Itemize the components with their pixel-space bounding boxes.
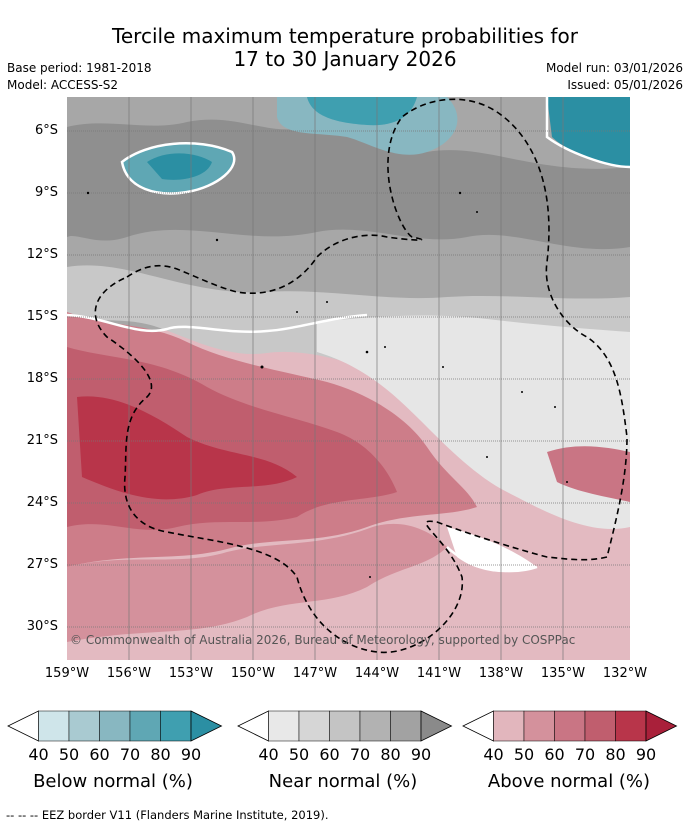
colorbar-segment [390, 710, 422, 742]
map-title-line2: 17 to 30 January 2026 [233, 47, 457, 71]
below-normal-patch-west-core [147, 153, 212, 180]
colorbar-segment [68, 710, 100, 742]
colorbar-tick-label: 90 [410, 745, 432, 764]
lon-label: 141°W [416, 666, 462, 681]
map-title-line1: Tercile maximum temperature probabilitie… [112, 24, 578, 48]
lat-label: 12°S [26, 247, 58, 262]
colorbar-segment [359, 710, 391, 742]
tercile-boundary-line [446, 546, 538, 573]
eez-border [94, 98, 628, 654]
colorbar-tick-label: 70 [574, 745, 596, 764]
lat-label: 18°S [26, 371, 58, 386]
above-normal-colorbar [462, 710, 678, 742]
tercile-boundary-line [120, 142, 236, 195]
issued-date: Issued: 05/01/2026 [567, 78, 683, 92]
colorbar-tick-label: 80 [605, 745, 626, 764]
near-normal-legend-title: Near normal (%) [268, 771, 418, 792]
lat-label: 6°S [34, 123, 58, 138]
lat-label: 9°S [34, 185, 58, 200]
near-normal-colorbar [237, 710, 453, 742]
eez-border-footnote: -- -- -- EEZ border V11 (Flanders Marine… [6, 808, 329, 822]
colorbars [7, 710, 678, 742]
colorbar-segment [615, 710, 647, 742]
colorbar-tick-label: 60 [89, 745, 110, 764]
lon-label: 147°W [292, 666, 338, 681]
colorbar-tick-label: 50 [513, 745, 535, 764]
colorbar-extend-high [645, 710, 678, 742]
tercile-boundary-line [67, 313, 368, 333]
colorbar-tick-label: 80 [150, 745, 171, 764]
model-run: Model run: 03/01/2026 [545, 61, 683, 75]
lon-label: 135°W [540, 666, 586, 681]
lon-label: 150°W [230, 666, 276, 681]
near-normal-lightest [317, 315, 630, 529]
colorbar-segment [268, 710, 300, 742]
colorbar-tick-label: 80 [380, 745, 401, 764]
below-normal-legend-title: Below normal (%) [33, 771, 193, 792]
colorbar-segment [584, 710, 616, 742]
copyright-text: © Commonwealth of Australia 2026, Bureau… [70, 633, 576, 647]
lat-label: 15°S [26, 309, 58, 324]
colorbar-tick-label: 60 [319, 745, 340, 764]
colorbar-tick-label: 90 [180, 745, 202, 764]
lat-label: 24°S [26, 495, 58, 510]
forecast-map [67, 97, 630, 660]
colorbar-segment [493, 710, 525, 742]
lon-label: 153°W [168, 666, 214, 681]
lat-label: 30°S [26, 619, 58, 634]
colorbar-tick-label: 60 [544, 745, 565, 764]
below-normal-patch-northeast [547, 97, 630, 167]
colorbar-tick-label: 50 [288, 745, 310, 764]
lat-label: 27°S [26, 557, 58, 572]
colorbar-tick-label: 40 [258, 745, 279, 764]
colorbar-segment [99, 710, 131, 742]
lon-label: 144°W [354, 666, 400, 681]
above-normal-region-south [67, 523, 447, 642]
model-name: Model: ACCESS-S2 [7, 78, 119, 92]
lat-label: 21°S [26, 433, 58, 448]
colorbar-segment [554, 710, 586, 742]
colorbar-extend-high [190, 710, 223, 742]
colorbar-tick-label: 40 [483, 745, 504, 764]
below-normal-patch-north-core [307, 97, 417, 126]
above-normal-region-max [77, 396, 297, 500]
below-normal-colorbar [7, 710, 223, 742]
colorbar-tick-label: 40 [28, 745, 49, 764]
colorbar-segment [329, 710, 361, 742]
lon-label: 156°W [106, 666, 152, 681]
colorbar-extend-low [7, 710, 39, 742]
lon-label: 132°W [602, 666, 648, 681]
colorbar-segment [38, 710, 70, 742]
map-gridlines [67, 97, 630, 660]
colorbar-extend-low [237, 710, 269, 742]
above-normal-patch-east [547, 446, 630, 502]
islands [86, 191, 568, 578]
colorbar-extend-low [462, 710, 494, 742]
above-normal-legend-title: Above normal (%) [487, 771, 651, 792]
colorbar-tick-label: 70 [349, 745, 371, 764]
colorbar-tick-label: 90 [635, 745, 657, 764]
lon-label: 138°W [478, 666, 524, 681]
colorbar-segment [160, 710, 192, 742]
colorbar-tick-label: 70 [119, 745, 141, 764]
colorbar-segment [129, 710, 161, 742]
tercile-boundary-line [545, 97, 630, 169]
colorbar-extend-high [420, 710, 453, 742]
colorbar-tick-label: 50 [58, 745, 80, 764]
base-period: Base period: 1981-2018 [7, 61, 152, 75]
colorbar-segment [523, 710, 555, 742]
colorbar-segment [298, 710, 330, 742]
lon-label: 159°W [44, 666, 90, 681]
